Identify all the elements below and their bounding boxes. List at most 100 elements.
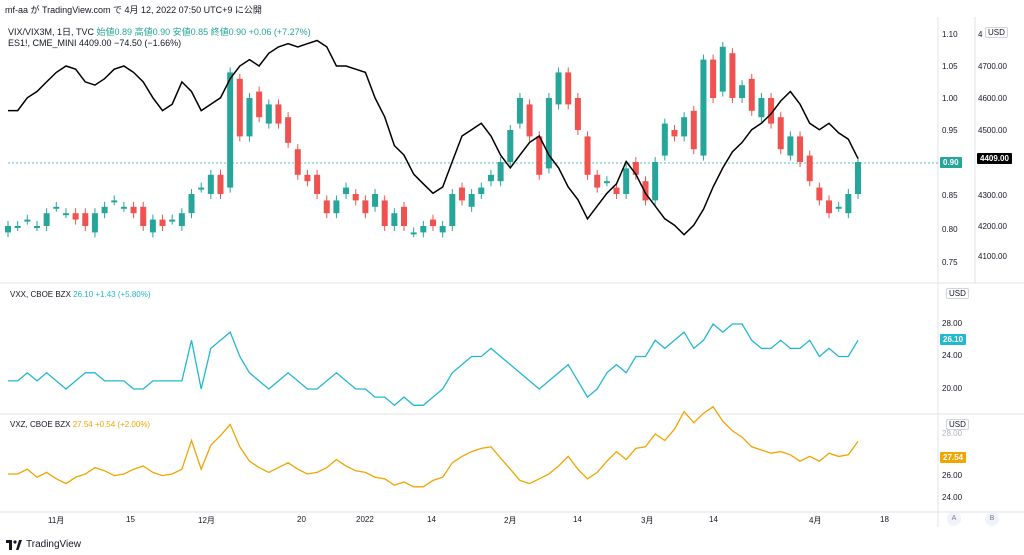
legend-ratio-symbol: VIX/VIX3M, 1日, TVC <box>8 27 95 37</box>
candle-body <box>584 136 591 175</box>
es-last-price-tag: 4409.00 <box>977 153 1012 164</box>
legend-ratio: VIX/VIX3M, 1日, TVC 始値0.89 高値0.90 安値0.85 … <box>8 25 311 38</box>
candle-body <box>700 59 707 156</box>
es-line <box>8 39 859 236</box>
candle-body <box>178 213 185 226</box>
candle-body <box>43 213 50 226</box>
candle-body <box>236 78 243 137</box>
vxz-title: VXZ, CBOE BZX <box>10 420 71 429</box>
candle-body <box>314 174 321 194</box>
auto-scale-button[interactable]: A <box>947 512 961 526</box>
legend-es-value: 4409.00 −74.50 (−1.66%) <box>79 38 182 48</box>
candle-body <box>101 206 108 214</box>
candle-body <box>507 130 514 162</box>
vxx-tick: 24.00 <box>942 351 963 360</box>
candle-body <box>120 206 127 209</box>
currency-label[interactable]: USD <box>946 419 969 430</box>
candle-body <box>545 98 552 169</box>
candle-body <box>652 162 659 201</box>
candle-body <box>574 98 581 130</box>
es-tick: 4 <box>978 30 983 39</box>
candle-body <box>111 200 118 203</box>
candle-body <box>439 226 446 233</box>
candle-body <box>169 219 176 222</box>
time-tick: 3月 <box>641 516 654 525</box>
candle-body <box>391 213 398 226</box>
candle-body <box>777 117 784 150</box>
candle-body <box>352 194 359 201</box>
ratio-tick: 0.75 <box>942 258 958 267</box>
candle-body <box>217 174 224 194</box>
candle-body <box>816 187 823 201</box>
candle-body <box>410 232 417 235</box>
candle-body <box>758 98 765 118</box>
candle-body <box>719 46 726 92</box>
time-tick: 14 <box>709 515 718 524</box>
legend-es: ES1!, CME_MINI 4409.00 −74.50 (−1.66%) <box>8 38 181 48</box>
candle-body <box>5 226 11 233</box>
candle-body <box>739 85 746 98</box>
publish-caption: mf-aa が TradingView.com で 4月 12, 2022 07… <box>5 5 262 15</box>
vxx-tick: 20.00 <box>942 384 963 393</box>
candle-body <box>536 136 543 175</box>
candle-body <box>198 187 205 190</box>
ratio-tick: 0.85 <box>942 191 958 200</box>
ratio-tick: 1.00 <box>942 94 958 103</box>
candle-body <box>603 181 610 184</box>
candle-body <box>468 194 475 207</box>
candle-body <box>381 200 388 226</box>
candle-body <box>430 219 436 226</box>
candle-body <box>855 162 861 194</box>
candle-body <box>294 149 301 175</box>
vxz-tick: 24.00 <box>942 493 963 502</box>
vxz-tick: 26.00 <box>942 471 963 480</box>
ratio-tick: 0.80 <box>942 225 958 234</box>
vxz-value: 27.54 +0.54 (+2.00%) <box>72 420 151 429</box>
time-tick: 14 <box>573 515 582 524</box>
vxz-last-price-tag: 27.54 <box>940 452 967 463</box>
candle-body <box>797 136 804 162</box>
footer-brand-label: TradingView <box>26 539 82 550</box>
footer-brand[interactable]: TradingView <box>6 539 81 550</box>
candle-body <box>565 72 572 105</box>
currency-label[interactable]: USD <box>946 288 969 299</box>
vxx-title: VXX, CBOE BZX <box>10 290 71 299</box>
candle-body <box>826 200 833 214</box>
ratio-candles <box>5 41 861 238</box>
candle-body <box>82 213 89 226</box>
currency-label[interactable]: USD <box>985 27 1008 38</box>
candle-body <box>768 98 775 124</box>
time-tick: 2月 <box>504 516 517 525</box>
vxx-last-price-tag: 26.10 <box>940 334 967 345</box>
time-tick: 4月 <box>809 516 822 525</box>
candle-body <box>140 206 147 226</box>
candle-body <box>149 219 156 233</box>
candle-body <box>227 72 234 188</box>
time-tick: 15 <box>126 515 135 524</box>
candle-body <box>323 200 330 214</box>
candle-body <box>642 181 649 201</box>
es-tick: 4700.00 <box>978 62 1007 71</box>
candle-body <box>33 226 40 228</box>
candle-body <box>497 162 504 182</box>
candle-body <box>62 213 69 216</box>
candle-body <box>478 187 485 194</box>
time-tick: 20 <box>297 515 306 524</box>
log-scale-button[interactable]: B <box>985 512 999 526</box>
ratio-last-price-tag: 0.90 <box>940 157 962 168</box>
candle-body <box>343 187 350 194</box>
ratio-tick: 0.95 <box>942 126 958 135</box>
vxz-legend: VXZ, CBOE BZX 27.54 +0.54 (+2.00%) <box>10 420 150 429</box>
candle-body <box>449 194 456 226</box>
candle-body <box>845 194 852 214</box>
time-tick: 14 <box>427 515 436 524</box>
time-tick: 12月 <box>198 516 215 525</box>
vxz-line <box>8 405 859 488</box>
candle-body <box>130 206 137 214</box>
candle-body <box>188 194 195 214</box>
candle-body <box>681 117 688 137</box>
time-tick: 2022 <box>356 515 374 524</box>
vxx-tick: 28.00 <box>942 319 963 328</box>
ratio-tick: 1.10 <box>942 30 958 39</box>
